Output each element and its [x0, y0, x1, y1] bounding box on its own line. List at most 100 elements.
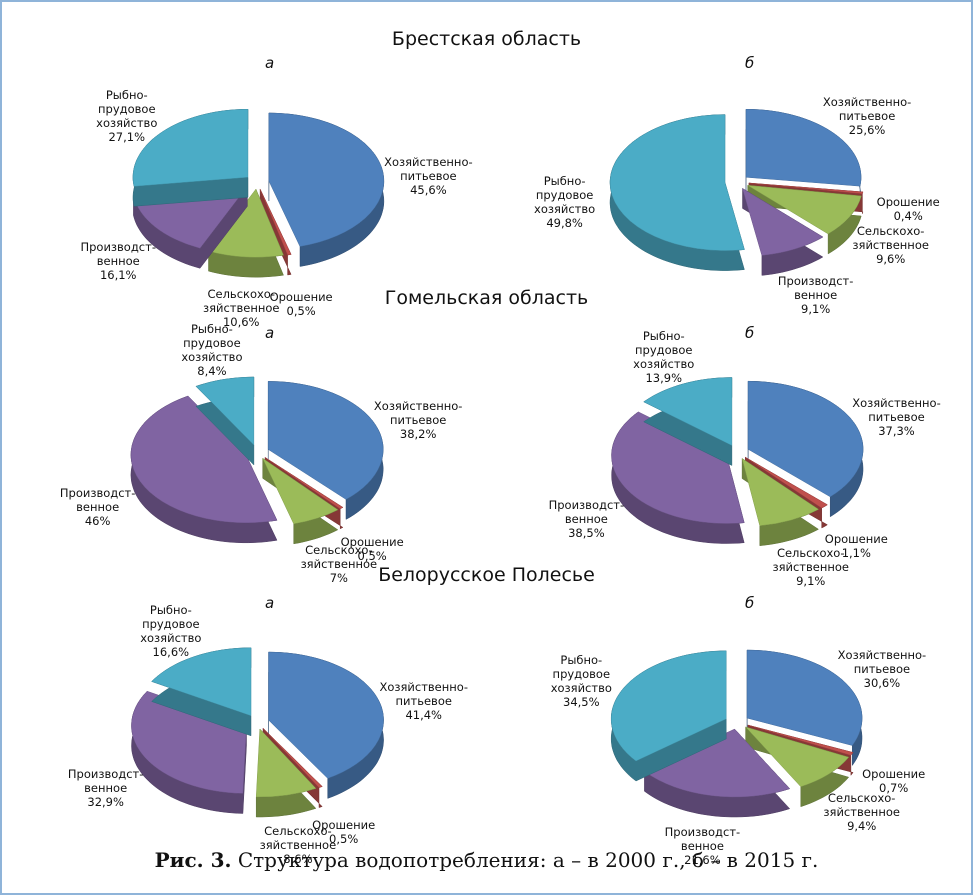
category-label: Хозяйственно- питьевое — [373, 398, 463, 427]
value-label: 0,5% — [286, 304, 316, 319]
category-label: Рыбно- прудовое хозяйство — [181, 322, 243, 364]
value-label: 0,5% — [357, 548, 387, 563]
pie-slice — [255, 728, 317, 818]
category-label: Производст- венное — [80, 240, 156, 269]
pie-slice — [744, 726, 850, 808]
category-label: Орошение — [312, 818, 376, 833]
category-label: Хозяйственно- питьевое — [822, 94, 912, 123]
category-label: Производст- венное — [777, 274, 854, 303]
category-label: Рыбно- прудовое хозяйство — [140, 603, 202, 646]
slice-label: Сельскохо- зяйственное 9,1% — [772, 546, 849, 588]
value-label: 21,6% — [684, 852, 721, 867]
panel-label: б — [745, 324, 755, 342]
pie-slice — [268, 112, 385, 267]
slice-top — [264, 457, 344, 510]
value-label: 27,1% — [108, 129, 146, 144]
slice-top — [268, 112, 385, 247]
value-label: 1,1% — [841, 545, 871, 560]
value-label: 16,1% — [99, 268, 137, 283]
slice-top — [151, 647, 252, 717]
slice-label: Сельскохо- зяйственное 10,6% — [203, 287, 280, 329]
slice-top — [741, 457, 819, 526]
slice-label: Орошение 0,4% — [877, 195, 940, 223]
value-label: 8,6% — [283, 851, 313, 866]
slice-label: Орошение 0,5% — [270, 290, 333, 318]
pie-slice — [611, 411, 745, 544]
pie-slice — [262, 457, 339, 545]
slice-top — [255, 728, 317, 798]
panel-label: а — [265, 594, 275, 612]
value-label: 41,4% — [405, 708, 442, 723]
value-label: 46% — [84, 514, 111, 529]
slice-top — [747, 185, 862, 235]
slice-label: Орошение 0,5% — [312, 818, 375, 846]
slice-top — [268, 651, 384, 779]
category-label: Сельскохо- зяйственное — [852, 224, 929, 253]
slice-label: Производст- венное 32,9% — [68, 767, 144, 809]
slice-label: Хозяйственно- питьевое 37,3% — [852, 396, 941, 438]
category-label: Хозяйственно- питьевое — [379, 680, 468, 709]
pie-slice — [742, 187, 824, 276]
category-label: Орошение — [340, 534, 404, 549]
value-label: 0,4% — [893, 208, 923, 223]
slice-top — [643, 728, 791, 798]
slice-top — [742, 187, 824, 256]
slice-label: Рыбно- прудовое хозяйство 34,5% — [551, 653, 612, 709]
category-label: Рыбно- прудовое хозяйство — [550, 653, 612, 696]
panel-label: б — [745, 54, 755, 72]
value-label: 9,1% — [801, 302, 831, 317]
slice-top — [747, 724, 854, 756]
slice-label: Орошение 1,1% — [825, 532, 888, 560]
slice-label: Хозяйственно- питьевое 41,4% — [379, 680, 468, 722]
category-label: Хозяйственно- питьевое — [837, 647, 927, 676]
slice-top — [746, 649, 863, 746]
value-label: 30,6% — [863, 675, 901, 690]
slice-label: Производст- венное 38,5% — [549, 498, 625, 540]
section-title: Брестская область — [391, 28, 582, 50]
pie-slice — [643, 728, 791, 818]
slice-label: Хозяйственно- питьевое 38,2% — [374, 399, 463, 441]
panel-label: а — [265, 54, 275, 72]
value-label: 7% — [329, 571, 348, 586]
slice-label: Хозяйственно- питьевое 45,6% — [384, 155, 473, 197]
pie-slice — [267, 381, 384, 520]
slice-label: Орошение 0,5% — [341, 535, 404, 563]
category-label: Сельскохо- зяйственное — [259, 823, 337, 852]
section-title: Гомельская область — [384, 287, 589, 309]
value-label: 34,5% — [563, 695, 600, 710]
slice-top — [744, 726, 850, 787]
value-label: 13,9% — [645, 370, 683, 385]
value-label: 16,6% — [152, 645, 190, 660]
caption: Рис. 3. Структура водопотребления: а – в… — [2, 848, 971, 872]
category-label: Сельскохо- зяйственное — [823, 791, 900, 820]
slice-top — [262, 728, 323, 788]
slice-label: Хозяйственно- питьевое 30,6% — [838, 648, 927, 690]
slice-label: Рыбно- прудовое хозяйство 27,1% — [96, 88, 157, 144]
caption-text: Структура водопотребления: а – в 2000 г.… — [237, 848, 819, 872]
pie-slice — [130, 395, 278, 544]
value-label: 38,5% — [568, 526, 605, 541]
pie-slice — [747, 185, 862, 255]
category-label: Хозяйственно- питьевое — [852, 396, 941, 425]
value-label: 9,1% — [796, 573, 826, 588]
slice-label: Производст- венное 46% — [60, 486, 136, 528]
section-title: Белорусское Полесье — [378, 564, 595, 586]
value-label: 0,5% — [329, 832, 359, 847]
category-label: Хозяйственно- питьевое — [384, 155, 473, 184]
slice-top — [195, 376, 255, 446]
value-label: 0,7% — [879, 781, 909, 796]
value-label: 10,6% — [222, 314, 260, 329]
category-label: Рыбно- прудовое хозяйство — [534, 173, 596, 216]
slice-label: Производст- венное 16,1% — [80, 240, 156, 282]
value-label: 9,4% — [847, 819, 877, 834]
slice-top — [745, 109, 862, 187]
category-label: Орошение — [862, 767, 926, 782]
value-label: 25,6% — [848, 122, 886, 137]
slice-top — [611, 411, 745, 524]
category-label: Орошение — [876, 194, 940, 209]
category-label: Орошение — [824, 531, 888, 546]
slice-label: Рыбно- прудовое хозяйство 13,9% — [633, 329, 694, 385]
slice-top — [132, 109, 249, 187]
value-label: 8,4% — [197, 364, 227, 378]
slice-top — [267, 381, 384, 500]
